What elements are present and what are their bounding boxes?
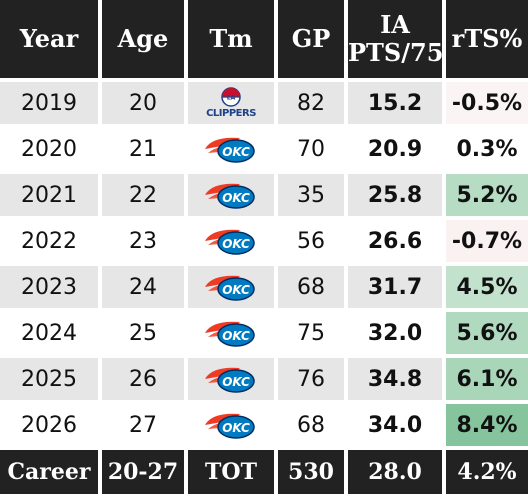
gp-cell: 68: [278, 266, 348, 312]
age-cell: 23: [102, 220, 188, 266]
gp-cell: 35: [278, 174, 348, 220]
year-cell: 2023: [0, 266, 102, 312]
rts-cell: 5.2%: [446, 174, 528, 220]
table-row: 2024 25 OKC 75 32.0 5.6%: [0, 312, 528, 358]
okc-thunder-logo-icon: OKC: [202, 182, 260, 209]
okc-thunder-logo-icon: OKC: [202, 366, 260, 393]
pts-cell: 32.0: [348, 312, 446, 358]
svg-text:OKC: OKC: [222, 191, 250, 205]
svg-text:OKC: OKC: [222, 421, 250, 435]
team-cell: OKC: [188, 312, 278, 358]
rts-cell: 4.5%: [446, 266, 528, 312]
table-row: 2020 21 OKC 70 20.9 0.3%: [0, 128, 528, 174]
table-row: 2025 26 OKC 76 34.8 6.1%: [0, 358, 528, 404]
pts-cell: 15.2: [348, 82, 446, 128]
column-header-rts[interactable]: rTS%: [446, 0, 528, 82]
rts-cell: 6.1%: [446, 358, 528, 404]
table-row: 2019 20 LA CLIPPERS 82 15.2 -0.5%: [0, 82, 528, 128]
year-cell: 2024: [0, 312, 102, 358]
column-header-age[interactable]: Age: [102, 0, 188, 82]
okc-thunder-logo-icon: OKC: [202, 228, 260, 255]
svg-text:OKC: OKC: [222, 145, 250, 159]
rts-cell: 8.4%: [446, 404, 528, 450]
career-label: Career: [0, 450, 102, 494]
table-footer: Career 20-27 TOT 530 28.0 4.2%: [0, 450, 528, 494]
year-cell: 2021: [0, 174, 102, 220]
pts-cell: 25.8: [348, 174, 446, 220]
rts-cell: -0.5%: [446, 82, 528, 128]
pts-cell: 26.6: [348, 220, 446, 266]
age-cell: 21: [102, 128, 188, 174]
rts-cell: -0.7%: [446, 220, 528, 266]
year-cell: 2025: [0, 358, 102, 404]
gp-cell: 75: [278, 312, 348, 358]
age-cell: 20: [102, 82, 188, 128]
clippers-logo-icon: LA CLIPPERS: [202, 87, 260, 119]
team-cell: OKC: [188, 266, 278, 312]
rts-cell: 5.6%: [446, 312, 528, 358]
age-cell: 26: [102, 358, 188, 404]
okc-thunder-logo-icon: OKC: [202, 136, 260, 163]
table-body: 2019 20 LA CLIPPERS 82 15.2 -0.5% 2020 21 OKC 70 20…: [0, 82, 528, 450]
team-cell: OKC: [188, 404, 278, 450]
svg-text:LA: LA: [227, 95, 236, 102]
team-cell: OKC: [188, 220, 278, 266]
age-cell: 22: [102, 174, 188, 220]
table-header: Year Age Tm GP IA PTS/75 rTS%: [0, 0, 528, 82]
team-cell: OKC: [188, 128, 278, 174]
career-row: Career 20-27 TOT 530 28.0 4.2%: [0, 450, 528, 494]
table-row: 2022 23 OKC 56 26.6 -0.7%: [0, 220, 528, 266]
year-cell: 2026: [0, 404, 102, 450]
career-rts: 4.2%: [446, 450, 528, 494]
career-gp: 530: [278, 450, 348, 494]
okc-thunder-logo-icon: OKC: [202, 274, 260, 301]
column-header-year[interactable]: Year: [0, 0, 102, 82]
year-cell: 2019: [0, 82, 102, 128]
pts-cell: 34.8: [348, 358, 446, 404]
gp-cell: 82: [278, 82, 348, 128]
svg-text:OKC: OKC: [222, 237, 250, 251]
svg-text:OKC: OKC: [222, 375, 250, 389]
team-cell: LA CLIPPERS: [188, 82, 278, 128]
pts-cell: 31.7: [348, 266, 446, 312]
column-header-team[interactable]: Tm: [188, 0, 278, 82]
column-header-pts-line2: PTS/75: [348, 38, 444, 67]
year-cell: 2020: [0, 128, 102, 174]
age-cell: 27: [102, 404, 188, 450]
gp-cell: 68: [278, 404, 348, 450]
svg-text:OKC: OKC: [222, 329, 250, 343]
career-team: TOT: [188, 450, 278, 494]
table-row: 2023 24 OKC 68 31.7 4.5%: [0, 266, 528, 312]
svg-text:CLIPPERS: CLIPPERS: [206, 108, 256, 119]
header-row: Year Age Tm GP IA PTS/75 rTS%: [0, 0, 528, 82]
okc-thunder-logo-icon: OKC: [202, 320, 260, 347]
team-cell: OKC: [188, 174, 278, 220]
column-header-gp[interactable]: GP: [278, 0, 348, 82]
age-cell: 25: [102, 312, 188, 358]
team-cell: OKC: [188, 358, 278, 404]
table-row: 2026 27 OKC 68 34.0 8.4%: [0, 404, 528, 450]
svg-text:OKC: OKC: [222, 283, 250, 297]
table-row: 2021 22 OKC 35 25.8 5.2%: [0, 174, 528, 220]
age-cell: 24: [102, 266, 188, 312]
gp-cell: 76: [278, 358, 348, 404]
career-pts: 28.0: [348, 450, 446, 494]
column-header-pts[interactable]: IA PTS/75: [348, 0, 446, 82]
okc-thunder-logo-icon: OKC: [202, 412, 260, 439]
rts-cell: 0.3%: [446, 128, 528, 174]
gp-cell: 70: [278, 128, 348, 174]
column-header-pts-line1: IA: [380, 10, 410, 40]
gp-cell: 56: [278, 220, 348, 266]
career-age: 20-27: [102, 450, 188, 494]
year-cell: 2022: [0, 220, 102, 266]
pts-cell: 20.9: [348, 128, 446, 174]
pts-cell: 34.0: [348, 404, 446, 450]
